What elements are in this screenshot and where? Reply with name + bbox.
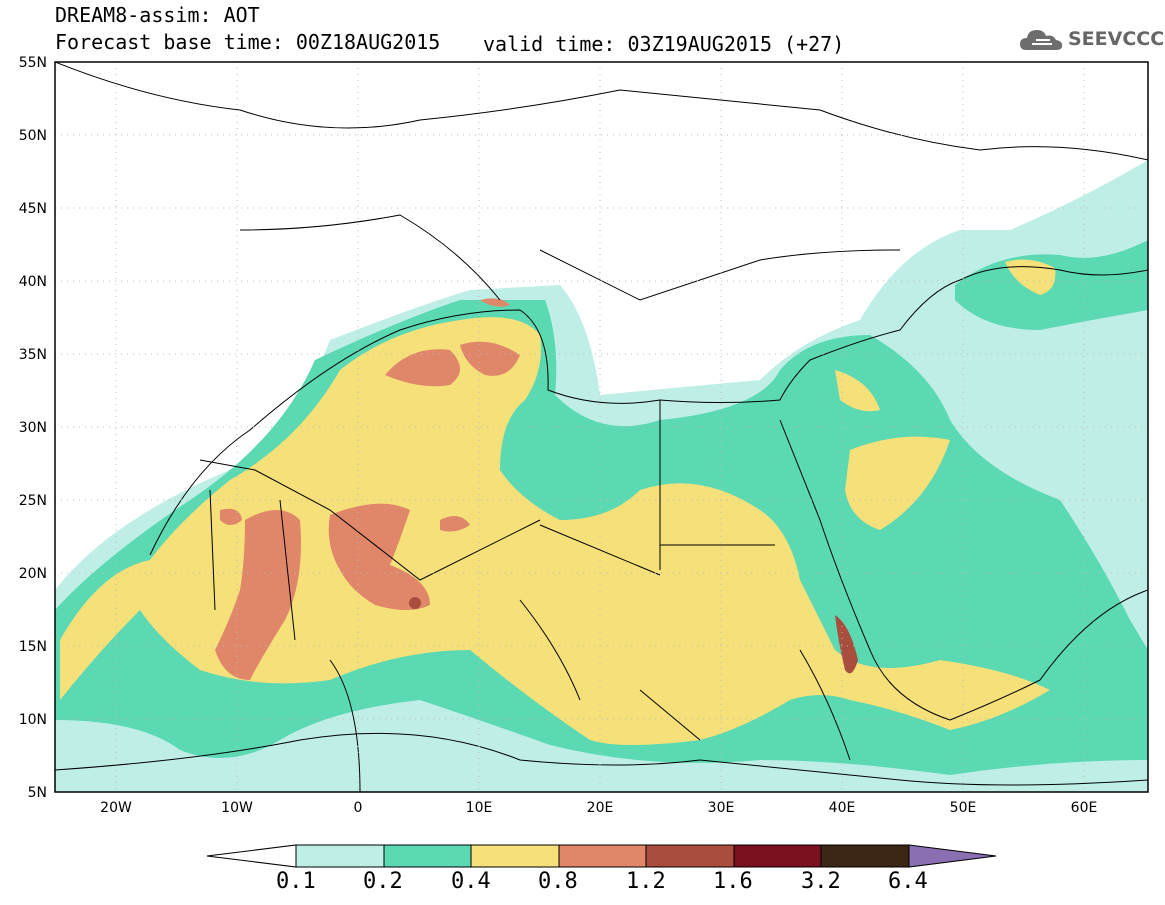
aot-band-0p8-mauritania [215,510,301,680]
lat-label-45n: 45N [19,201,47,217]
lat-label-50n: 50N [19,128,47,144]
aot-band-0p8-coast [480,298,510,307]
map-frame [54,61,1149,793]
colorbar-label-1p2: 1.2 [626,869,666,894]
lon-label-50e: 50E [950,800,977,816]
aot-band-0p8-tunisia [460,341,520,376]
aot-band-0p4-arabia [845,436,950,530]
lon-label-10e: 10E [466,800,493,816]
lat-axis: 55N 50N 45N 40N 35N 30N 25N 20N 15N 10N … [19,55,47,801]
colorbar-bin-0p2 [383,844,472,868]
lon-label-40e: 40E [829,800,856,816]
aot-band-1p2-spot [409,597,421,609]
aot-band-0p8-mali [328,503,430,610]
cloud-icon [1020,30,1063,50]
boundaries [55,62,1148,792]
colorbar-bin-0p1 [295,844,385,868]
aot-band-0p4-caspian [1005,259,1056,295]
lat-label-20n: 20N [19,566,47,582]
lon-label-10w: 10W [221,800,253,816]
lat-label-15n: 15N [19,639,47,655]
colorbar-arrow-low [206,844,297,868]
colorbar-label-0p2: 0.2 [363,869,403,894]
lon-axis: 20W 10W 0 10E 20E 30E 40E 50E 60E [100,800,1097,816]
map-title: DREAM8-assim: AOT [55,3,260,27]
lat-label-25n: 25N [19,493,47,509]
colorbar-bin-1p6 [733,844,822,868]
lat-label-30n: 30N [19,420,47,436]
lon-label-60e: 60E [1071,800,1098,816]
logo-text: SEEVCCC [1068,28,1165,50]
lat-label-35n: 35N [19,347,47,363]
lat-label-55n: 55N [19,55,47,71]
aot-band-0p8-atlas [385,349,460,387]
graticule [55,62,1148,792]
lon-label-20e: 20E [587,800,614,816]
lon-label-0: 0 [354,800,363,816]
colorbar-bin-0p4 [470,844,560,868]
colorbar-label-1p6: 1.6 [713,869,753,894]
forecast-base-time: Forecast base time: 00Z18AUG2015 [55,30,441,54]
lon-label-30e: 30E [708,800,735,816]
aot-band-0p8-small2 [440,516,470,532]
colorbar [206,844,997,868]
seevccc-logo: SEEVCCC [1018,24,1164,54]
lat-label-40n: 40N [19,274,47,290]
lat-label-10n: 10N [19,712,47,728]
aot-band-0p4-levant [835,370,880,412]
colorbar-bin-0p8 [558,844,647,868]
colorbar-label-0p8: 0.8 [538,869,578,894]
colorbar-bin-3p2 [820,844,910,868]
colorbar-label-6p4: 6.4 [888,869,928,894]
lat-label-5n: 5N [28,785,47,801]
valid-time: valid time: 03Z19AUG2015 (+27) [483,32,845,56]
colorbar-arrow-high [908,844,997,868]
lon-label-20w: 20W [100,800,132,816]
colorbar-label-3p2: 3.2 [801,869,841,894]
colorbar-label-0p1: 0.1 [276,869,316,894]
colorbar-bin-1p2 [645,844,735,868]
colorbar-label-0p4: 0.4 [451,869,491,894]
aot-band-1p2-eritrea [835,615,858,674]
